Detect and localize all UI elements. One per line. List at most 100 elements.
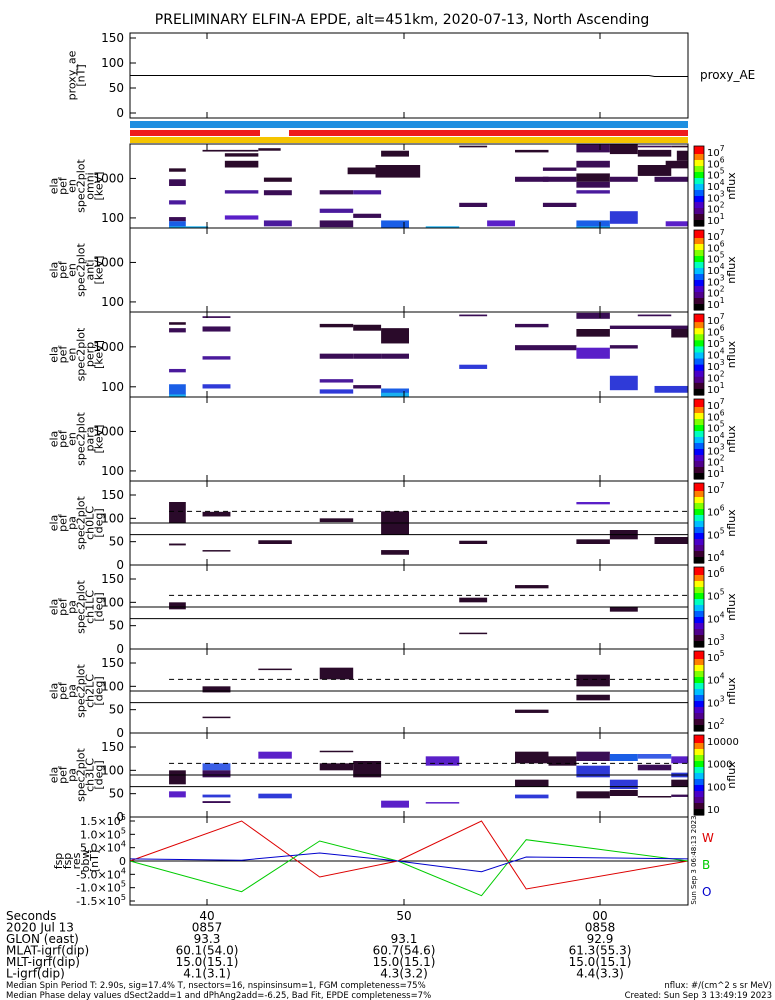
footer-value: 0858 — [585, 921, 616, 935]
colorbar-segment — [694, 210, 704, 213]
colorbar-segment — [694, 643, 704, 646]
colorbar-segment — [694, 677, 704, 680]
colorbar-segment — [694, 483, 704, 486]
colorbar-segment — [694, 248, 704, 251]
ylabel-line: ch3LC — [84, 758, 97, 792]
spectrogram-cell — [665, 221, 688, 227]
colorbar-segment — [694, 286, 704, 289]
spectrogram-cell — [263, 220, 292, 227]
spectrogram-cell — [319, 389, 354, 394]
colorbar-segment — [694, 727, 704, 730]
pa-cell — [459, 597, 488, 603]
colorbar-frame — [693, 650, 705, 732]
colorbar-segment — [694, 577, 704, 580]
ylabel-line: proxy_ae — [66, 50, 79, 100]
pa-cell — [319, 763, 354, 771]
ylabel-line: spec2plot — [75, 412, 88, 466]
colorbar-segment — [694, 360, 704, 364]
pa-cell — [258, 668, 292, 671]
colorbar-segment — [694, 803, 704, 806]
colorbar-segment — [694, 407, 704, 410]
colorbar-segment — [694, 623, 704, 626]
colorbar-segment — [694, 306, 704, 309]
y-tick-label: -1.5×105 — [76, 892, 126, 908]
spectrogram-cell — [515, 345, 577, 351]
colorbar-segment — [694, 362, 704, 366]
colorbar-tick-label: 106 — [707, 504, 725, 519]
spectrogram-cell — [319, 353, 354, 359]
colorbar-segment — [694, 543, 704, 546]
status-bar-red — [289, 130, 688, 136]
colorbar-segment — [694, 198, 704, 201]
colorbar-segment — [694, 569, 704, 572]
footer-value: 0857 — [192, 921, 223, 935]
colorbar-label: nflux — [725, 425, 738, 453]
colorbar-segment — [694, 174, 704, 177]
colorbar-segment — [694, 421, 704, 424]
colorbar-segment — [694, 585, 704, 588]
colorbar-segment — [694, 779, 704, 782]
pa-cell — [258, 540, 292, 544]
y-tick-label: 0 — [116, 642, 124, 656]
colorbar-segment — [694, 707, 704, 710]
colorbar-segment — [694, 801, 704, 804]
ylabel-line: pef — [57, 513, 70, 532]
colorbar-segment — [694, 785, 704, 788]
colorbar-segment — [694, 619, 704, 622]
y-tick-label: 1000 — [93, 340, 124, 354]
colorbar-segment — [694, 200, 704, 203]
colorbar-segment — [694, 184, 704, 187]
colorbar-segment — [694, 791, 704, 794]
colorbar-segment — [694, 334, 704, 337]
spectrogram-cell — [637, 165, 672, 176]
colorbar-frame — [693, 145, 705, 227]
colorbar-segment — [694, 539, 704, 542]
spectrogram-cell — [609, 176, 638, 182]
y-tick-label: 1000 — [93, 424, 124, 438]
colorbar-segment — [694, 338, 704, 341]
colorbar-segment — [694, 384, 704, 388]
colorbar-segment — [694, 154, 704, 157]
spectrogram-cell — [224, 190, 259, 194]
colorbar-segment — [694, 749, 704, 752]
colorbar-segment — [694, 340, 704, 343]
colorbar-segment — [694, 737, 704, 740]
colorbar-segment — [694, 519, 704, 522]
spectrogram-cell — [353, 213, 382, 218]
pa-cell — [576, 502, 610, 505]
status-bar-blue — [130, 121, 688, 128]
colorbar-segment — [694, 627, 704, 630]
colorbar-segment — [694, 242, 704, 245]
colorbar-frame — [693, 398, 705, 480]
colorbar-segment — [694, 789, 704, 792]
spectrogram-cell — [202, 356, 231, 360]
colorbar-segment — [694, 403, 704, 406]
colorbar-segment — [694, 529, 704, 532]
spectrogram-cell — [576, 226, 610, 228]
colorbar-segment — [694, 555, 704, 558]
ylabel-line: en — [66, 263, 79, 277]
colorbar-segment — [694, 681, 704, 684]
spectrogram-cell — [381, 220, 409, 228]
colorbar-segment — [694, 469, 704, 472]
colorbar-segment — [694, 541, 704, 544]
y-tick-label: 1000 — [93, 255, 124, 269]
colorbar-label: nflux — [725, 509, 738, 537]
colorbar-segment — [694, 348, 704, 352]
pa-cell — [576, 674, 610, 687]
ylabel-line: [deg] — [93, 508, 106, 537]
colorbar-frame — [693, 482, 705, 564]
spectrogram-cell — [169, 368, 186, 373]
colorbar-segment — [694, 783, 704, 786]
colorbar-segment — [694, 264, 704, 267]
colorbar-segment — [694, 467, 704, 470]
colorbar-segment — [694, 673, 704, 676]
spectrogram-cell — [202, 149, 259, 152]
ylabel-line: spec2plot — [75, 327, 88, 381]
spectrogram-cell — [353, 385, 382, 389]
pa-cell — [169, 543, 186, 546]
status-bar-yellow — [130, 137, 688, 143]
colorbar-segment — [694, 392, 704, 396]
